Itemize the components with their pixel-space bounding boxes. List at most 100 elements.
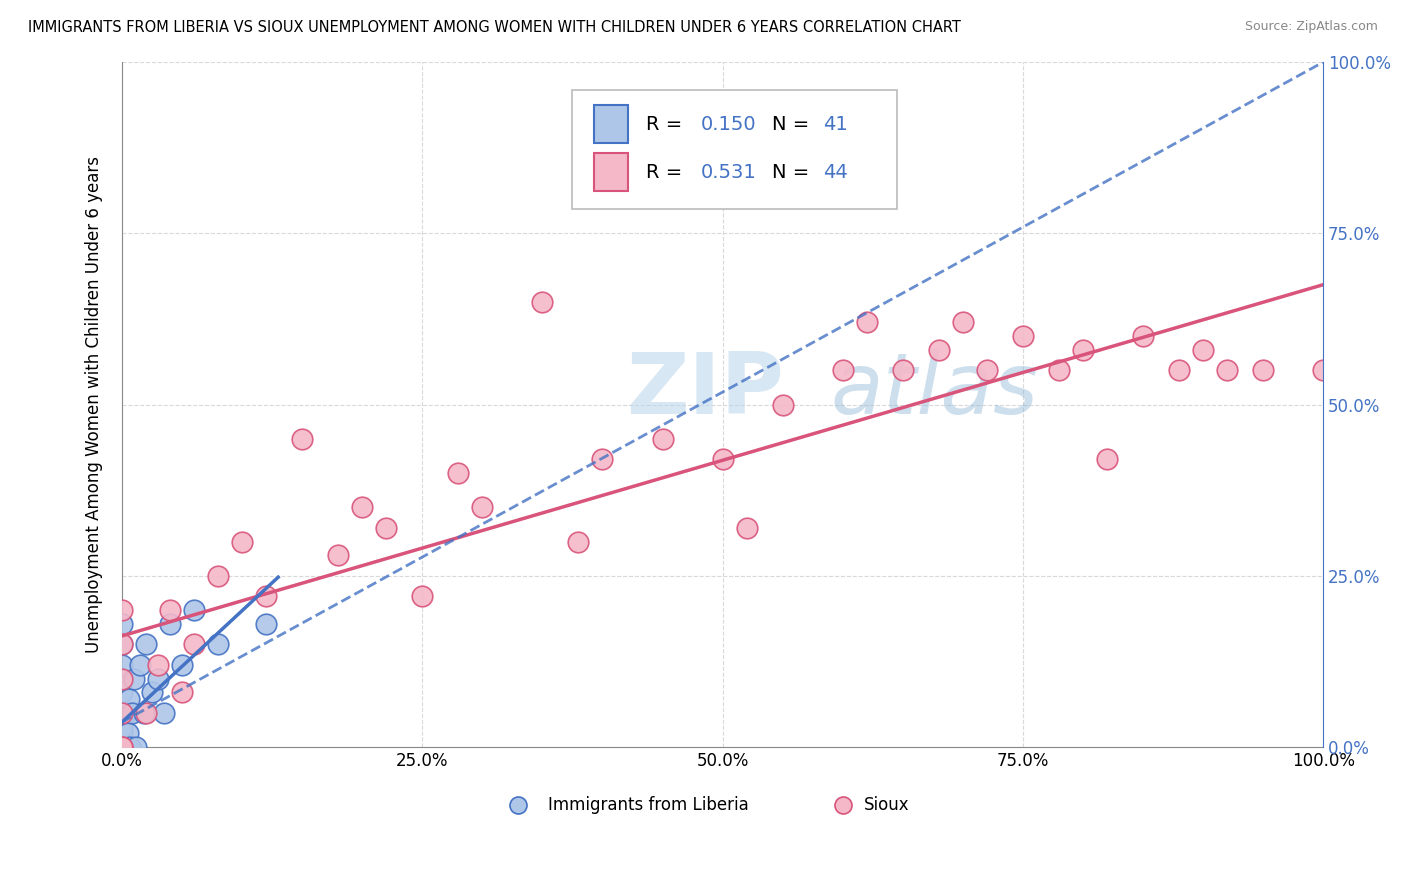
Point [114,740,136,755]
Point [118,692,141,706]
Point [976,363,998,377]
Text: ZIP: ZIP [627,350,785,433]
Text: atlas: atlas [831,350,1039,433]
Point [207,637,229,651]
Point [111,740,134,755]
Point [111,740,134,755]
Point [111,720,134,734]
Point [121,706,143,720]
Point [172,685,194,699]
FancyBboxPatch shape [572,89,897,210]
Text: 0.150: 0.150 [702,115,756,134]
Point [111,637,134,651]
Point [117,726,139,740]
Point [375,521,398,535]
Point [111,740,134,755]
Point [183,603,205,617]
Text: 41: 41 [824,115,848,134]
Point [772,398,794,412]
Point [1216,363,1239,377]
Point [471,500,494,515]
Point [111,740,134,755]
Point [111,740,134,755]
Point [111,740,134,755]
Point [1192,343,1215,357]
Point [254,616,277,631]
Point [711,452,734,467]
Point [111,740,134,755]
Point [447,466,470,480]
Point [735,521,758,535]
Point [1012,329,1035,343]
Point [111,603,134,617]
Point [1047,363,1070,377]
Text: Immigrants from Liberia: Immigrants from Liberia [548,797,749,814]
Point [111,706,134,720]
Point [114,706,136,720]
Point [159,603,181,617]
Point [112,740,135,755]
Point [1168,363,1191,377]
Point [111,740,134,755]
Point [328,549,350,563]
Point [135,706,157,720]
Point [231,534,253,549]
Text: Source: ZipAtlas.com: Source: ZipAtlas.com [1244,20,1378,33]
Point [129,657,152,672]
Point [508,798,530,813]
Point [111,726,134,740]
Text: IMMIGRANTS FROM LIBERIA VS SIOUX UNEMPLOYMENT AMONG WOMEN WITH CHILDREN UNDER 6 : IMMIGRANTS FROM LIBERIA VS SIOUX UNEMPLO… [28,20,960,35]
Text: 44: 44 [824,163,848,182]
Point [115,740,138,755]
Point [928,343,950,357]
Text: R =: R = [645,163,688,182]
Point [183,637,205,651]
Y-axis label: Unemployment Among Women with Children Under 6 years: Unemployment Among Women with Children U… [86,156,103,653]
Point [146,657,169,672]
Point [207,569,229,583]
Point [111,740,134,755]
Point [111,706,134,720]
Point [120,740,142,755]
Point [411,590,433,604]
Point [111,637,134,651]
Point [531,294,554,309]
Point [254,590,277,604]
Point [122,672,145,686]
Point [831,798,853,813]
Point [651,432,673,446]
Point [111,740,134,755]
Point [132,706,155,720]
Point [125,740,148,755]
Point [172,657,194,672]
Point [111,616,134,631]
Point [141,685,163,699]
Point [1251,363,1274,377]
Point [111,740,134,755]
Point [352,500,374,515]
Point [1095,452,1118,467]
Point [111,685,134,699]
Point [111,657,134,672]
Text: N =: N = [772,163,815,182]
Point [291,432,314,446]
Point [831,363,853,377]
Point [153,706,176,720]
Text: Sioux: Sioux [865,797,910,814]
Point [1071,343,1094,357]
Point [159,616,181,631]
Text: R =: R = [645,115,688,134]
Point [592,452,614,467]
Point [146,672,169,686]
Point [111,740,134,755]
Point [891,363,914,377]
Text: N =: N = [772,115,815,134]
Text: 0.531: 0.531 [702,163,756,182]
Point [855,315,877,329]
Point [111,672,134,686]
Point [567,534,589,549]
Point [111,740,134,755]
FancyBboxPatch shape [595,105,627,143]
FancyBboxPatch shape [595,153,627,191]
Point [1132,329,1154,343]
